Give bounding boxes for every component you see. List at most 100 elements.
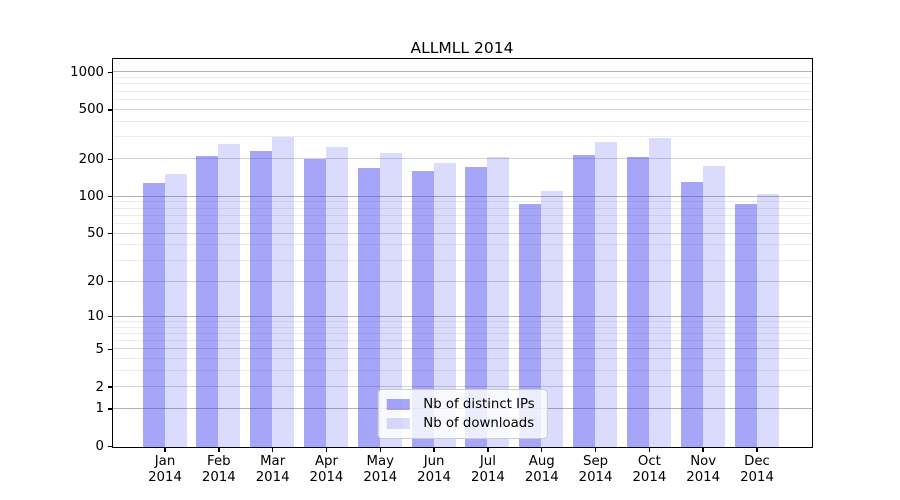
bar-downloads-jul (487, 156, 510, 447)
bar-downloads-dec (756, 193, 779, 447)
y-tick-label: 1000 (70, 64, 104, 80)
legend-item-downloads: Nb of downloads (386, 414, 534, 433)
y-tick-label: 50 (87, 226, 104, 242)
x-tick (594, 448, 597, 452)
y-tick (108, 71, 112, 74)
minor-gridline (113, 320, 812, 322)
bar-downloads-aug (541, 191, 564, 447)
x-tick-label-may: May 2014 (363, 453, 398, 486)
major-gridline (113, 195, 812, 197)
bar-distinct-ips-feb (196, 155, 219, 447)
bar-downloads-jun (433, 162, 456, 447)
minor-gridline (113, 326, 812, 328)
major-gridline (113, 158, 812, 160)
bar-distinct-ips-oct (626, 156, 649, 447)
legend: Nb of distinct IPs Nb of downloads (377, 389, 548, 439)
bar-downloads-apr (325, 146, 348, 447)
major-gridline (113, 71, 812, 73)
x-tick (164, 448, 166, 452)
x-tick (379, 448, 382, 452)
y-tick-label: 100 (78, 189, 104, 205)
bar-distinct-ips-apr (303, 159, 326, 447)
x-tick-label-jul: Jul 2014 (470, 453, 505, 486)
bar-distinct-ips-may (357, 167, 380, 447)
y-tick (108, 315, 112, 318)
x-tick (648, 448, 651, 452)
bar-distinct-ips-dec (734, 203, 757, 447)
bar-downloads-mar (272, 137, 295, 447)
bar-downloads-feb (218, 144, 241, 447)
minor-gridline (113, 83, 812, 85)
y-tick (108, 232, 112, 235)
x-tick-label-jun: Jun 2014 (417, 453, 452, 486)
major-gridline (113, 280, 812, 282)
x-tick-label-apr: Apr 2014 (309, 453, 344, 486)
bar-distinct-ips-jan (142, 183, 165, 447)
x-tick-label-feb: Feb 2014 (201, 453, 236, 486)
bar-distinct-ips-jun (411, 170, 434, 447)
y-tick-label: 500 (78, 102, 104, 118)
x-tick (540, 448, 543, 452)
x-tick-label-oct: Oct 2014 (632, 453, 667, 486)
x-tick-label-sep: Sep 2014 (578, 453, 613, 486)
y-tick-label: 1 (95, 401, 104, 417)
minor-gridline (113, 332, 812, 334)
legend-label-distinct-ips: Nb of distinct IPs (423, 397, 535, 412)
y-tick-label: 5 (95, 341, 104, 357)
bar-distinct-ips-aug (519, 203, 542, 447)
x-tick-label-aug: Aug 2014 (524, 453, 559, 486)
legend-swatch-downloads (386, 418, 410, 429)
minor-gridline (113, 90, 812, 92)
bar-distinct-ips-sep (573, 154, 596, 447)
minor-gridline (113, 370, 812, 372)
legend-swatch-distinct-ips (386, 399, 410, 410)
x-tick (218, 448, 220, 452)
y-tick-label: 20 (87, 274, 104, 290)
bar-downloads-oct (648, 138, 671, 447)
y-tick (108, 408, 112, 410)
x-tick (271, 448, 274, 452)
x-tick-label-mar: Mar 2014 (255, 453, 290, 486)
y-tick-label: 10 (87, 309, 104, 325)
plot-area: Nb of distinct IPs Nb of downloads (112, 58, 813, 448)
minor-gridline (113, 136, 812, 138)
minor-gridline (113, 259, 812, 261)
chart-title: ALLMLL 2014 (410, 39, 514, 57)
x-tick-label-nov: Nov 2014 (686, 453, 721, 486)
minor-gridline (113, 358, 812, 360)
x-tick (756, 448, 758, 452)
major-gridline (113, 108, 812, 110)
bar-downloads-jan (164, 173, 187, 447)
bar-distinct-ips-jul (465, 166, 488, 447)
major-gridline (113, 386, 812, 388)
legend-label-downloads: Nb of downloads (423, 416, 535, 431)
y-tick-label: 200 (78, 151, 104, 167)
y-tick (108, 195, 112, 198)
major-gridline (113, 315, 812, 317)
minor-gridline (113, 207, 812, 209)
minor-gridline (113, 120, 812, 122)
major-gridline (113, 232, 812, 234)
bar-downloads-nov (702, 166, 725, 447)
y-tick (108, 158, 112, 161)
x-tick (433, 448, 435, 452)
x-tick (325, 448, 328, 452)
x-tick-label-jan: Jan 2014 (148, 453, 182, 486)
minor-gridline (113, 222, 812, 224)
x-tick (702, 448, 704, 452)
minor-gridline (113, 214, 812, 216)
y-tick (108, 386, 112, 388)
x-tick-label-dec: Dec 2014 (740, 453, 774, 486)
minor-gridline (113, 77, 812, 79)
y-tick (108, 109, 112, 111)
minor-gridline (113, 99, 812, 101)
y-tick (108, 445, 112, 448)
bar-distinct-ips-mar (250, 151, 273, 447)
y-tick (108, 348, 112, 351)
y-tick-label: 2 (95, 379, 104, 395)
bar-distinct-ips-nov (680, 181, 703, 447)
bar-downloads-sep (595, 142, 618, 447)
bar-downloads-may (379, 152, 402, 447)
major-gridline (113, 348, 812, 350)
